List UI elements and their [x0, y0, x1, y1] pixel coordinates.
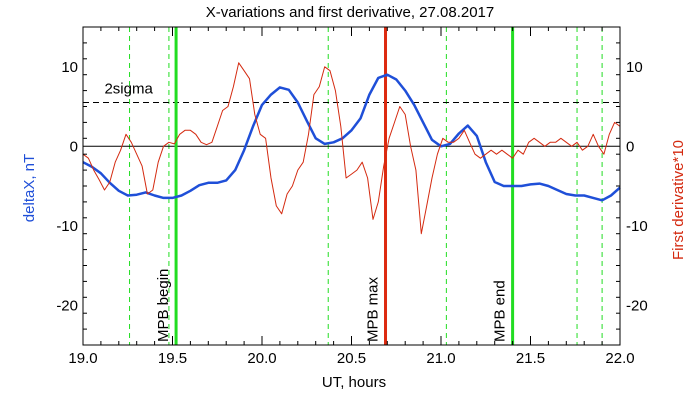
reference-line-label: 2sigma: [104, 81, 153, 98]
y-tick-label-left: -20: [56, 297, 78, 314]
y-tick-label-right: 0: [626, 138, 634, 155]
x-tick-label: 22.0: [605, 350, 634, 367]
x-axis-label: UT, hours: [322, 374, 386, 391]
marker-label: MPB max: [365, 276, 382, 342]
x-tick-label: 20.5: [337, 350, 366, 367]
derivative-series-line: [82, 62, 621, 235]
y-tick-label-right: 10: [626, 59, 643, 76]
y-axis-right-label: First derivative*10: [670, 140, 687, 260]
marker-label: MPB begin: [155, 269, 172, 342]
marker-label: MPB end: [492, 280, 509, 342]
deltax-series-line: [82, 73, 621, 202]
x-tick-label: 21.5: [516, 350, 545, 367]
x-tick-label: 20.0: [247, 350, 276, 367]
chart-title: X-variations and first derivative, 27.08…: [206, 4, 495, 21]
x-tick-label: 19.5: [158, 350, 187, 367]
x-tick-label: 21.0: [426, 350, 455, 367]
y-tick-label-left: 10: [61, 59, 78, 76]
y-tick-label-left: 0: [70, 138, 78, 155]
y-tick-label-right: -10: [626, 218, 648, 235]
y-tick-label-right: -20: [626, 297, 648, 314]
x-tick-label: 19.0: [68, 350, 97, 367]
y-tick-label-left: -10: [56, 218, 78, 235]
y-axis-left-label: deltaX, nT: [21, 154, 38, 222]
